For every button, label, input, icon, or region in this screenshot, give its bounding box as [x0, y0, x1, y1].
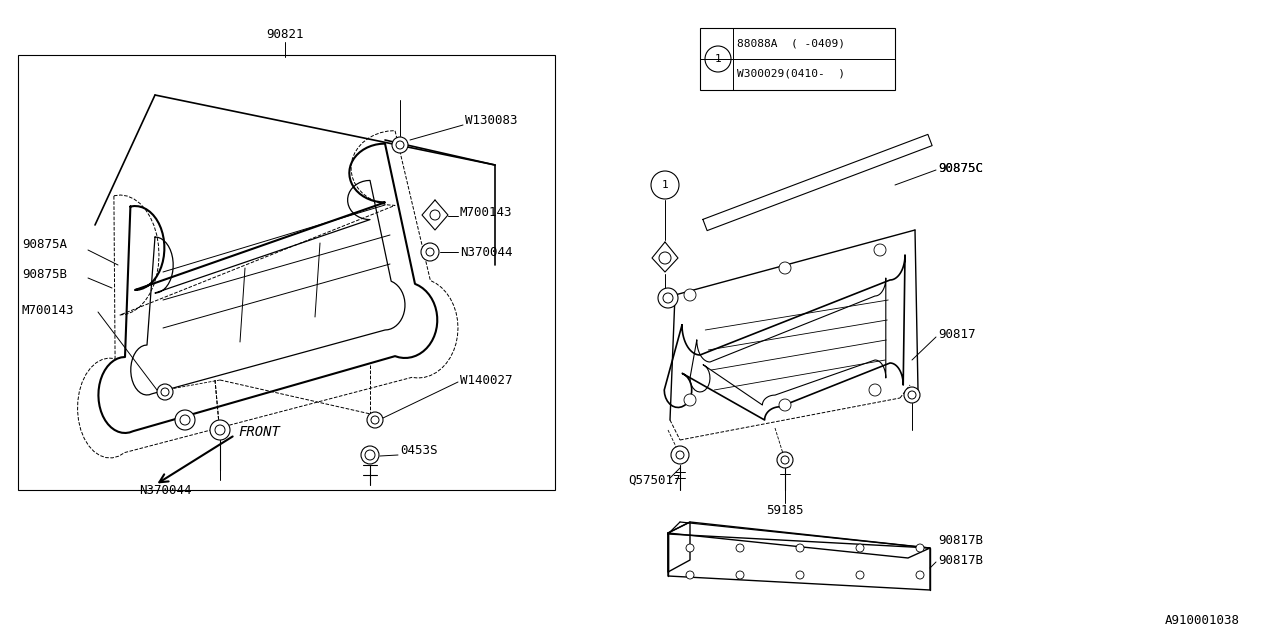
- Text: A910001038: A910001038: [1165, 614, 1240, 627]
- Circle shape: [367, 412, 383, 428]
- Text: N370044: N370044: [460, 246, 512, 259]
- Circle shape: [780, 262, 791, 274]
- Circle shape: [856, 544, 864, 552]
- Circle shape: [856, 571, 864, 579]
- Text: 90817B: 90817B: [938, 554, 983, 566]
- Text: 1: 1: [662, 180, 668, 190]
- Circle shape: [392, 137, 408, 153]
- Text: 90875C: 90875C: [938, 161, 983, 175]
- Text: 0453S: 0453S: [399, 444, 438, 456]
- Circle shape: [780, 399, 791, 411]
- Circle shape: [869, 384, 881, 396]
- Text: M700143: M700143: [460, 207, 512, 220]
- Circle shape: [684, 394, 696, 406]
- Circle shape: [430, 210, 440, 220]
- Text: W140027: W140027: [460, 374, 512, 387]
- Circle shape: [658, 288, 678, 308]
- Circle shape: [796, 571, 804, 579]
- Circle shape: [874, 244, 886, 256]
- Text: W300029(0410-  ): W300029(0410- ): [737, 69, 845, 79]
- Text: 1: 1: [714, 54, 722, 64]
- Text: Q575017: Q575017: [628, 474, 681, 486]
- Text: 59185: 59185: [767, 504, 804, 516]
- Circle shape: [736, 571, 744, 579]
- Circle shape: [421, 243, 439, 261]
- Circle shape: [686, 544, 694, 552]
- Text: 90821: 90821: [266, 29, 303, 42]
- Circle shape: [659, 252, 671, 264]
- Circle shape: [904, 387, 920, 403]
- Text: 90817: 90817: [938, 328, 975, 342]
- Circle shape: [916, 571, 924, 579]
- Text: 90817B: 90817B: [938, 534, 983, 547]
- Circle shape: [671, 446, 689, 464]
- Text: 90875A: 90875A: [22, 239, 67, 252]
- Circle shape: [777, 452, 794, 468]
- Circle shape: [210, 420, 230, 440]
- Circle shape: [684, 289, 696, 301]
- Circle shape: [736, 544, 744, 552]
- Text: FRONT: FRONT: [238, 425, 280, 439]
- Circle shape: [157, 384, 173, 400]
- Circle shape: [916, 544, 924, 552]
- Text: 90875B: 90875B: [22, 269, 67, 282]
- Bar: [18, 55, 556, 490]
- Circle shape: [686, 571, 694, 579]
- Text: 88088A  ( -0409): 88088A ( -0409): [737, 39, 845, 49]
- Circle shape: [175, 410, 195, 430]
- Text: W130083: W130083: [465, 113, 517, 127]
- Text: M700143: M700143: [22, 303, 74, 317]
- Text: 90875C: 90875C: [938, 161, 983, 175]
- Bar: [700, 28, 895, 90]
- Circle shape: [361, 446, 379, 464]
- Text: N370044: N370044: [138, 483, 191, 497]
- Circle shape: [796, 544, 804, 552]
